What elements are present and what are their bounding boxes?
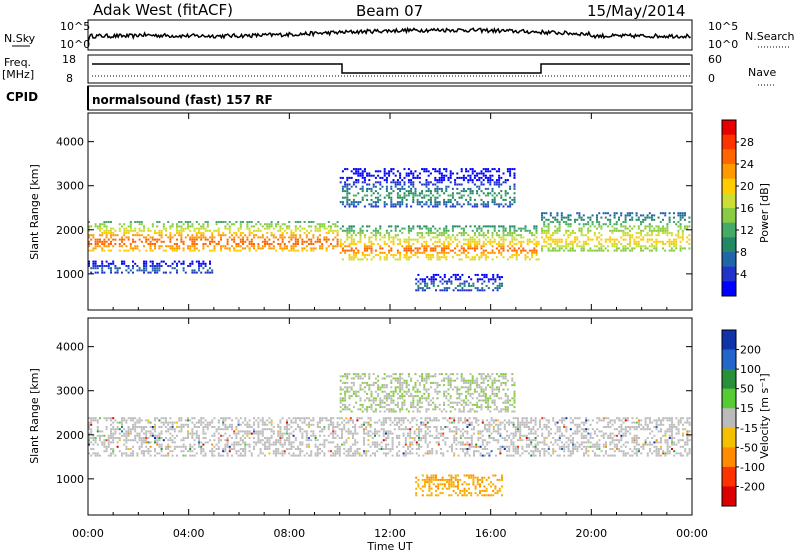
x-tick-label: 12:00	[374, 527, 406, 540]
y-tick-label: 3000	[56, 180, 84, 193]
velocity-y-ticks: 1000 2000 3000 4000	[56, 341, 692, 486]
colorbar-tick-label: -100	[740, 461, 765, 474]
colorbar-tick-label: 4	[740, 268, 747, 281]
colorbar-swatch	[722, 330, 736, 351]
y-tick-label: 1000	[56, 268, 84, 281]
x-axis-ticks: 00:00 04:00 08:00 12:00 16:00 20:00 00:00	[72, 113, 708, 540]
colorbar-tick-label: 50	[740, 383, 754, 396]
colorbar-swatch	[722, 164, 736, 180]
x-tick-label: 16:00	[475, 527, 507, 540]
colorbar-tick-label: 8	[740, 246, 747, 259]
x-tick-label: 00:00	[72, 527, 104, 540]
power-y-ticks: 1000 2000 3000 4000	[56, 136, 692, 281]
colorbar-tick-label: 28	[740, 136, 754, 149]
colorbar-swatch	[722, 486, 736, 507]
freq-label-1: Freq.	[4, 56, 31, 69]
nsky-line	[87, 26, 691, 43]
y-tick-label: 3000	[56, 385, 84, 398]
x-tick-label: 04:00	[173, 527, 205, 540]
colorbar-swatch	[722, 369, 736, 390]
colorbar-tick-label: -200	[740, 480, 765, 493]
colorbar-swatch	[722, 388, 736, 409]
power-panel-frame	[87, 112, 693, 311]
nave-tick-top: 60	[708, 53, 722, 66]
nsky-panel-frame	[87, 19, 693, 51]
y-tick-label: 2000	[56, 429, 84, 442]
freq-tick-top: 18	[62, 53, 76, 66]
colorbar-swatch	[722, 193, 736, 209]
colorbar-swatch	[722, 252, 736, 268]
freq-label-2: [MHz]	[2, 68, 34, 81]
colorbar-swatch	[722, 222, 736, 238]
colorbar-swatch	[722, 466, 736, 487]
cpid-text: normalsound (fast) 157 RF	[92, 93, 273, 107]
colorbar-swatch	[722, 208, 736, 224]
date-title: 15/May/2014	[587, 2, 685, 20]
nsky-tick-top-right: 10^5	[708, 20, 738, 33]
colorbar-tick-label: 16	[740, 202, 754, 215]
nave-label: Nave	[748, 66, 776, 79]
freq-line	[92, 63, 690, 74]
colorbar-swatch	[722, 447, 736, 468]
velocity-ylabel: Slant Range [km]	[28, 368, 41, 464]
power-colorbar-label: Power [dB]	[758, 183, 771, 243]
nave-tick-bottom: 0	[708, 72, 715, 85]
power-data	[88, 168, 691, 292]
nsky-tick-top: 10^5	[60, 20, 90, 33]
velocity-data	[88, 373, 691, 497]
colorbar-frame	[721, 329, 737, 507]
colorbar-swatch	[722, 120, 736, 136]
colorbar-tick-label: 200	[740, 344, 761, 357]
x-tick-label: 00:00	[676, 527, 708, 540]
x-tick-label: 20:00	[575, 527, 607, 540]
colorbar-swatch	[722, 134, 736, 150]
radar-title: Adak West (fitACF)	[93, 1, 233, 19]
colorbar-tick-label: 24	[740, 158, 754, 171]
colorbar-swatch	[722, 178, 736, 194]
x-tick-label: 08:00	[273, 527, 305, 540]
power-ylabel: Slant Range [km]	[28, 164, 41, 260]
x-axis-label: Time UT	[366, 540, 412, 553]
y-tick-label: 4000	[56, 136, 84, 149]
colorbar-swatch	[722, 266, 736, 282]
colorbar-swatch	[722, 149, 736, 165]
nsky-tick-bottom: 10^0	[60, 38, 90, 51]
colorbar-tick-label: -50	[740, 441, 758, 454]
cpid-label: CPID	[6, 90, 38, 104]
power-colorbar: 28 24 20 16 12 8 4	[721, 119, 754, 297]
colorbar-swatch	[722, 237, 736, 253]
nsearch-label: N.Search	[745, 30, 795, 43]
colorbar-tick-label: 100	[740, 363, 761, 376]
velocity-colorbar: 200 100 50 15 -15 -50 -100 -200	[721, 329, 765, 507]
y-tick-label: 2000	[56, 224, 84, 237]
freq-tick-bottom: 8	[66, 72, 73, 85]
nsky-label: N.Sky	[4, 32, 36, 45]
colorbar-tick-label: 15	[740, 402, 754, 415]
colorbar-swatch	[722, 408, 736, 429]
colorbar-tick-label: -15	[740, 422, 758, 435]
velocity-panel-frame	[87, 317, 693, 516]
colorbar-tick-label: 20	[740, 180, 754, 193]
y-tick-label: 4000	[56, 341, 84, 354]
colorbar-swatch	[722, 427, 736, 448]
freq-panel-frame	[87, 54, 693, 84]
y-tick-label: 1000	[56, 473, 84, 486]
colorbar-swatch	[722, 349, 736, 370]
beam-title: Beam 07	[356, 2, 423, 20]
velocity-colorbar-label: Velocity [m s⁻¹]	[758, 373, 771, 458]
nsky-tick-bottom-right: 10^0	[708, 38, 738, 51]
colorbar-tick-label: 12	[740, 224, 754, 237]
colorbar-swatch	[722, 281, 736, 297]
